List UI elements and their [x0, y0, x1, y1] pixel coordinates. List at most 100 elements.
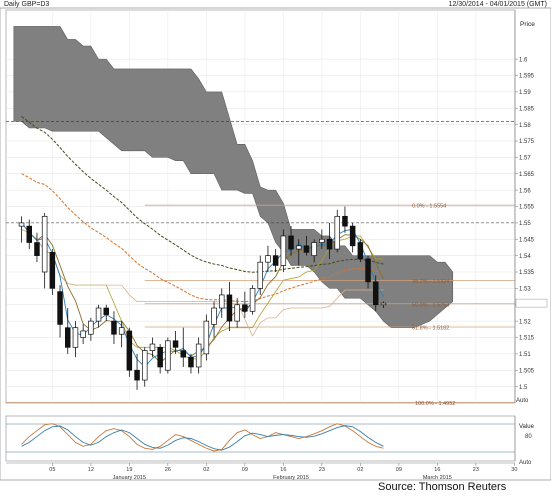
candle [26, 219, 33, 250]
candle [80, 324, 86, 345]
stochastic-k-line [21, 423, 384, 452]
candle [249, 285, 256, 315]
price-tick-label: 1.58 [519, 123, 531, 129]
candle [296, 239, 302, 266]
candle [95, 304, 102, 328]
candle-body [380, 302, 387, 306]
candle-body [303, 245, 310, 253]
gridlines [6, 10, 515, 403]
candle [118, 321, 125, 348]
candle [265, 245, 271, 272]
candle [357, 239, 364, 263]
price-tick-label: 1.545 [519, 237, 535, 243]
candle-body [296, 245, 302, 250]
candle [57, 285, 63, 338]
candle [365, 255, 371, 289]
candle [64, 308, 71, 354]
candle-body [72, 327, 79, 348]
price-axis-title: Price [520, 21, 535, 28]
candle [303, 235, 310, 256]
candle-body [126, 330, 133, 371]
candle [34, 232, 40, 263]
candle-body [195, 343, 202, 368]
candle-body [219, 294, 225, 309]
price-tick-label: 1.51 [519, 352, 531, 358]
candle [88, 317, 94, 341]
indicator-axis-title: Value [519, 424, 535, 430]
indicator-tick-label: 80 [525, 434, 532, 440]
candle [188, 353, 194, 374]
price-tick-label: 1.53 [519, 287, 531, 293]
date-tick-label: 12 [88, 467, 94, 473]
current-price-box [515, 298, 548, 308]
month-label: March 2015 [423, 475, 452, 481]
fib-level-label: 50.0% - 1.5253 [412, 302, 449, 308]
moving-average-tan [21, 229, 384, 337]
candle [234, 298, 240, 328]
date-tick-label: 02 [203, 467, 209, 473]
price-tick-label: 1.55 [519, 221, 531, 227]
candle [326, 222, 333, 259]
indicator-auto-label: Auto [519, 460, 532, 466]
candle [280, 229, 287, 272]
candle [103, 304, 109, 322]
candle [180, 327, 187, 367]
candle-body [95, 307, 102, 322]
price-tick-label: 1.595 [519, 74, 535, 80]
chart-title: Daily GBP=D3 [4, 1, 50, 8]
candle-body [188, 356, 194, 368]
candle-body [41, 215, 48, 273]
price-tick-label: 1.505 [519, 368, 535, 374]
candle-body [311, 242, 317, 256]
candle [142, 347, 148, 387]
candle-body [265, 255, 271, 263]
date-range: 12/30/2014 - 04/01/2015 (GMT) [448, 1, 547, 8]
price-tick-label: 1.5 [519, 385, 528, 391]
candle-body [180, 350, 187, 358]
candle-body [334, 215, 341, 250]
candle [380, 301, 387, 309]
candle-body [142, 350, 148, 381]
candle [211, 301, 217, 338]
candle-body [242, 304, 248, 312]
candle [172, 330, 179, 354]
price-tick-label: 1.565 [519, 172, 535, 178]
candle-body [149, 343, 156, 351]
stochastic-d-line [21, 425, 384, 451]
price-tick-label: 1.585 [519, 106, 535, 112]
candle-body [211, 307, 217, 325]
candle [334, 209, 341, 253]
candle [49, 249, 56, 295]
candle-body [326, 238, 333, 250]
price-tick-label: 1.515 [519, 336, 535, 342]
candle [203, 314, 210, 361]
date-tick-label: 26 [165, 467, 171, 473]
price-tick-label: 1.59 [519, 90, 531, 96]
price-tick-label: 1.535 [519, 270, 535, 276]
candle-body [203, 320, 210, 355]
candle [288, 226, 294, 256]
date-tick-label: 09 [242, 467, 248, 473]
price-auto-label: Auto [516, 398, 529, 404]
candle-body [165, 340, 171, 371]
candle-body [134, 369, 140, 381]
date-tick-label: 23 [319, 467, 325, 473]
price-tick-label: 1.57 [519, 156, 531, 162]
candle [342, 206, 348, 233]
candle-body [64, 327, 71, 348]
candle-body [118, 327, 125, 335]
date-tick-label: 19 [126, 467, 132, 473]
candle-body [249, 288, 256, 312]
candle-body [280, 235, 287, 266]
candle [165, 337, 171, 374]
candle-body [234, 304, 240, 322]
candle-body [226, 294, 233, 322]
candle [195, 337, 202, 374]
source-credit: Source: Thomson Reuters [378, 481, 507, 493]
candle [126, 327, 133, 377]
candle [134, 353, 140, 390]
candle-body [57, 291, 63, 325]
fib-level-label: 38.2% - 1.5324 [412, 279, 449, 285]
price-tick-label: 1.52 [519, 319, 531, 325]
